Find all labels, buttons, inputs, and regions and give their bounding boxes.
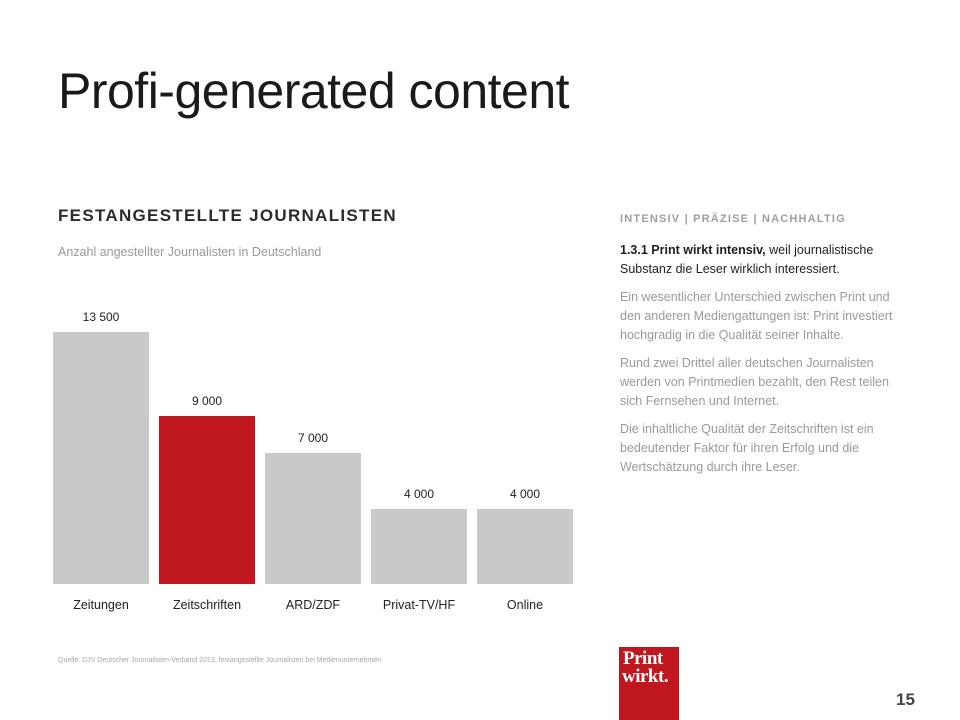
category-label: Zeitschriften	[172, 598, 242, 612]
bar-value-label: 9 000	[191, 394, 223, 408]
bar-value-label: 13 500	[82, 310, 120, 324]
print-wirkt-logo: Print wirkt.	[619, 647, 679, 720]
slide-title: Profi-generated content	[58, 63, 570, 119]
sidebar-kicker: INTENSIV | PRÄZISE | NACHHALTIG	[620, 213, 846, 225]
logo-line-1: Print	[623, 648, 663, 669]
category-label: Zeitungen	[73, 598, 129, 612]
category-label: Privat-TV/HF	[382, 598, 456, 612]
sidebar-text: INTENSIV | PRÄZISE | NACHHALTIG 1.3.1 Pr…	[620, 213, 910, 486]
sidebar-lead-bold: 1.3.1 Print wirkt intensiv,	[620, 243, 766, 257]
bar-online	[477, 509, 573, 584]
bar-ard-zdf	[265, 453, 361, 584]
bar-value-label: 7 000	[297, 431, 329, 446]
logo-line-2: wirkt.	[622, 666, 669, 687]
sidebar-paragraph-2: Rund zwei Drittel aller deutschen Journa…	[620, 356, 889, 408]
chart-subtitle: Anzahl angestellter Journalisten in Deut…	[58, 245, 322, 259]
source-note: Quelle: DJV Deutscher Journalisten-Verba…	[58, 657, 381, 664]
bar-value-label: 4 000	[403, 487, 435, 502]
category-label: ARD/ZDF	[285, 598, 341, 612]
bar-zeitungen	[53, 332, 149, 584]
category-label: Online	[506, 598, 544, 612]
bar-zeitschriften	[159, 416, 255, 584]
chart-heading: FESTANGESTELLTE JOURNALISTEN	[58, 206, 397, 225]
page-number: 15	[896, 690, 915, 709]
bar-chart: 13 500 Zeitungen 9 000 Zeitschriften 7 000 AR…	[53, 310, 573, 612]
sidebar-paragraph-3: Die inhaltliche Qualität der Zeitschrift…	[620, 422, 874, 474]
sidebar-paragraph-1: Ein wesentlicher Unterschied zwischen Pr…	[620, 290, 893, 342]
bar-value-label: 4 000	[509, 487, 541, 502]
sidebar-lead: 1.3.1 Print wirkt intensiv, weil journal…	[620, 241, 910, 279]
bar-privat-tv-hf	[371, 509, 467, 584]
sidebar-lead-rest: weil journalistische Substanz die Leser …	[620, 243, 874, 276]
